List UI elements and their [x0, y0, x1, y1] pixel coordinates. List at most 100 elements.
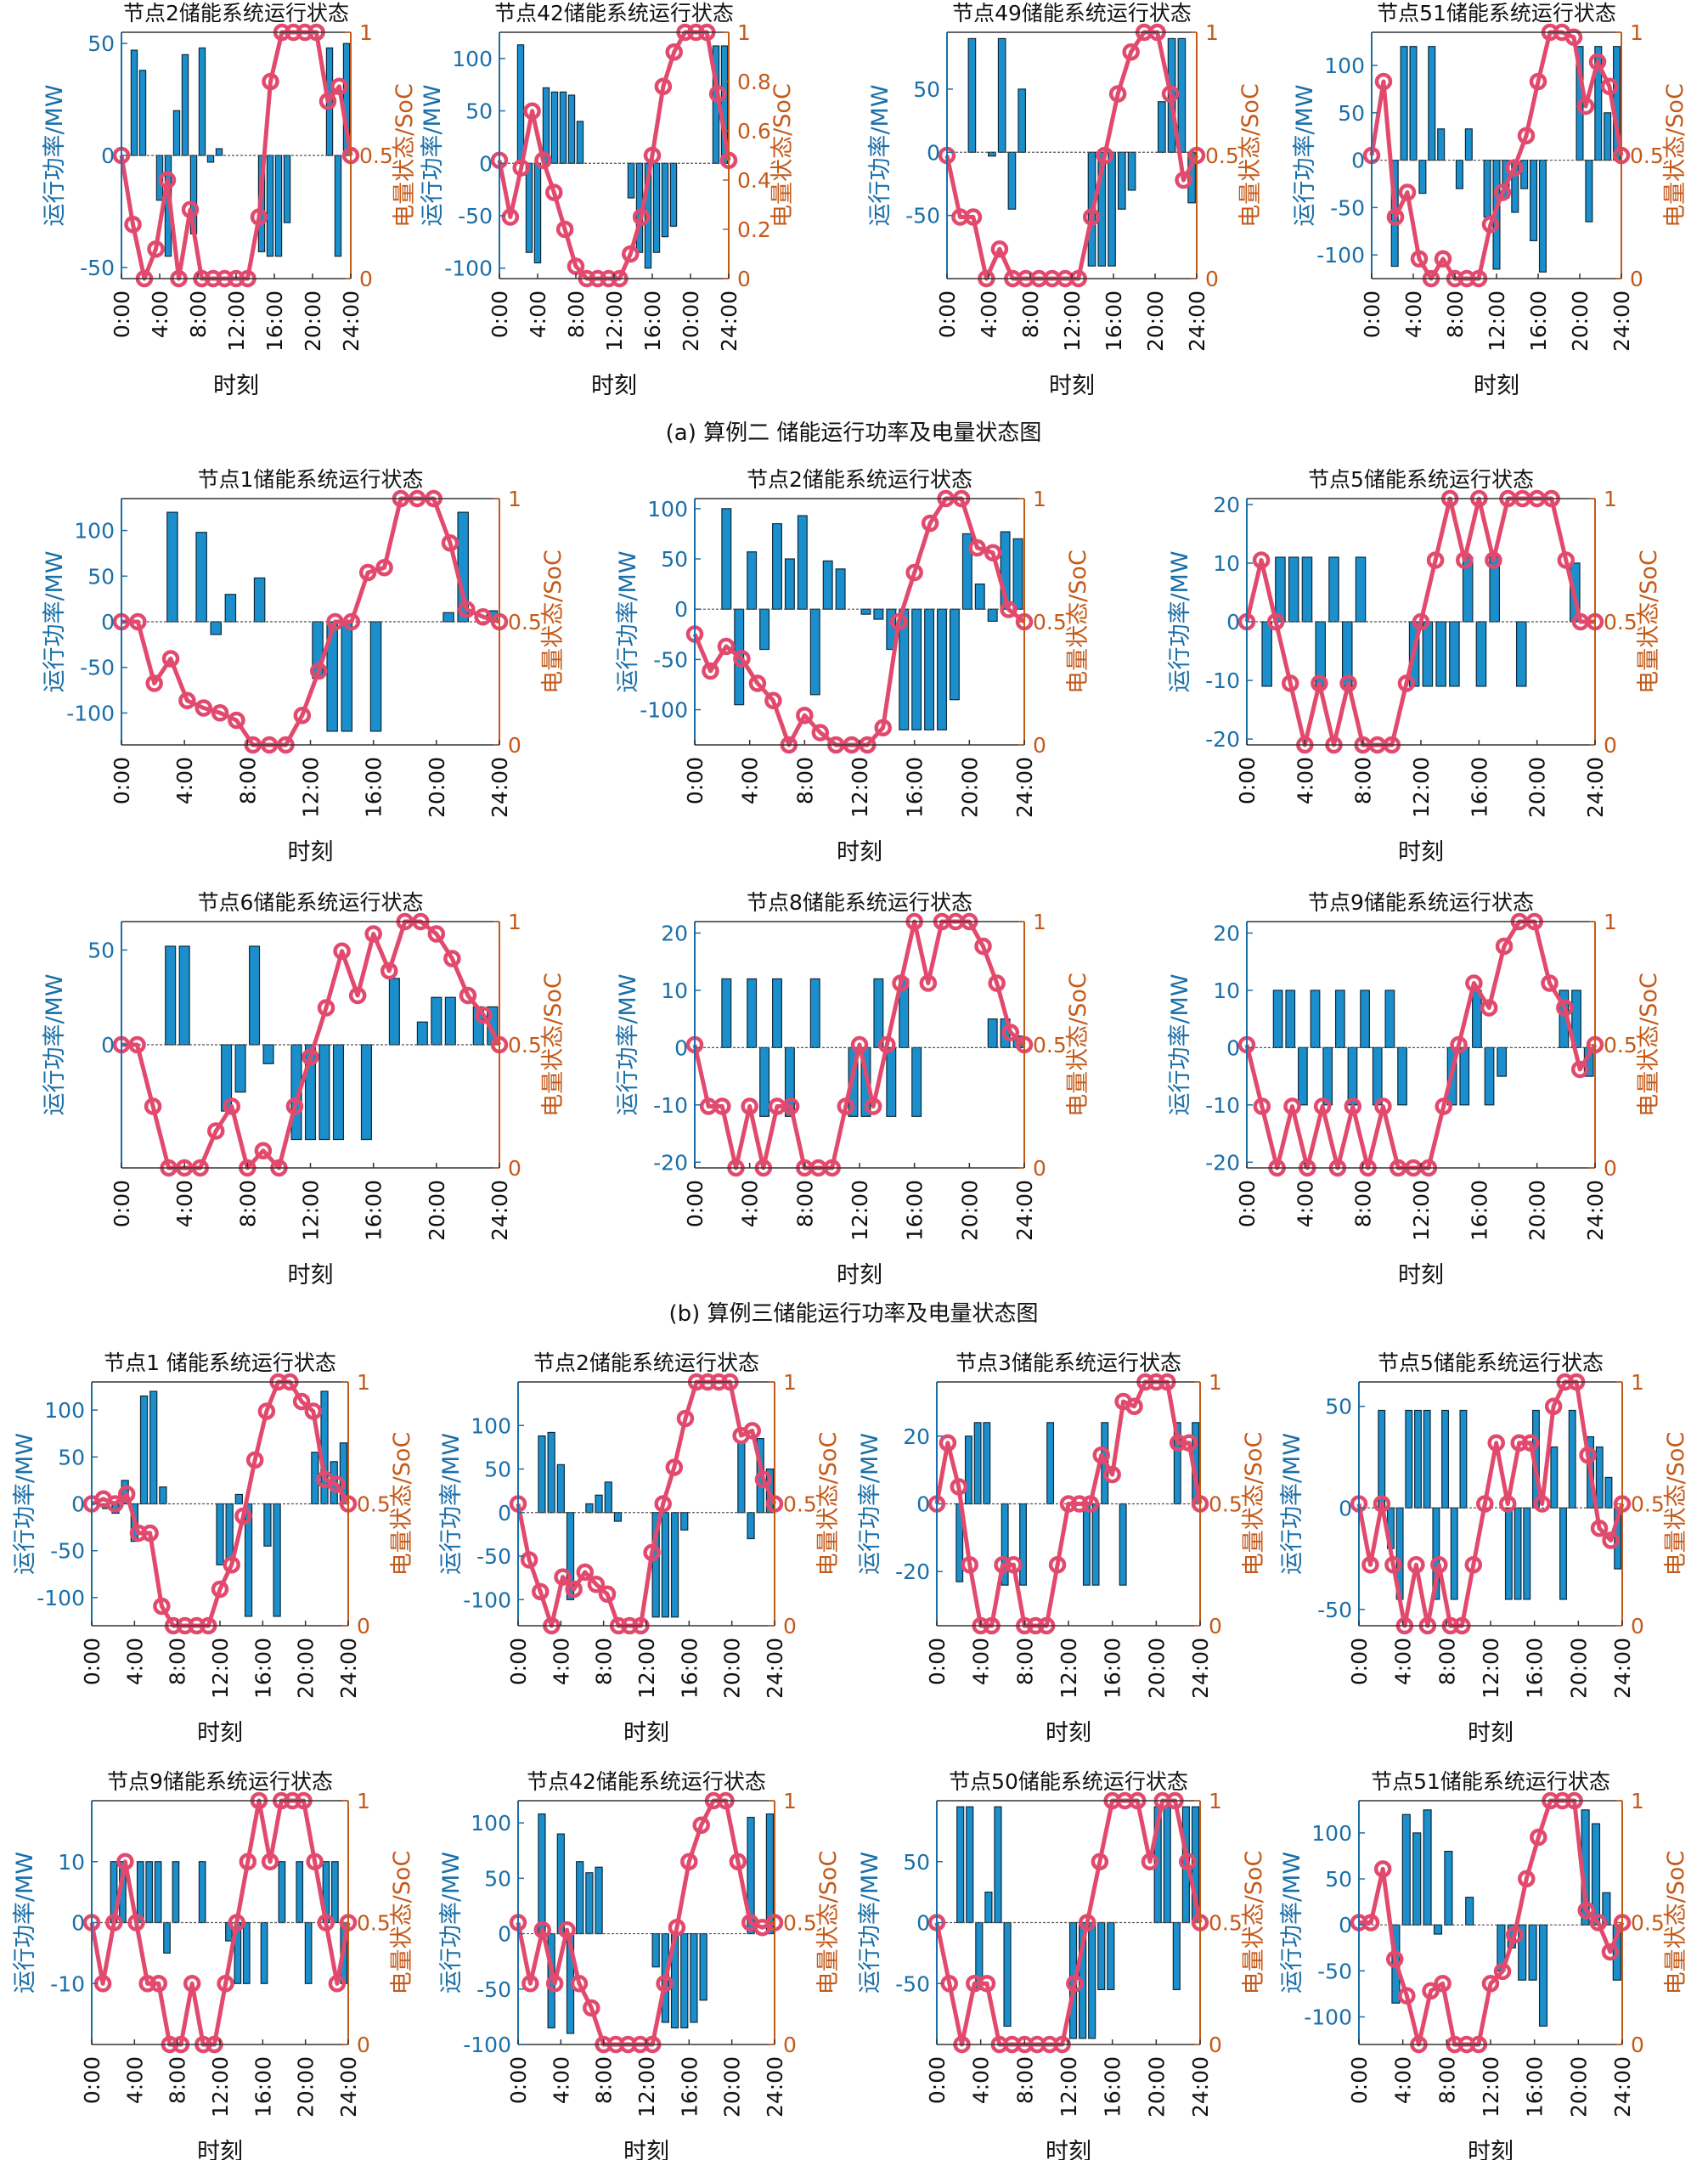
soc-point [988, 974, 1006, 992]
soc-point [1544, 1397, 1563, 1415]
power-bar [1108, 151, 1116, 267]
y-axis-label-right: 电量状态/SoC [769, 83, 796, 228]
right-tick-label: 0 [1205, 267, 1219, 291]
soc-point [554, 1568, 572, 1586]
soc-point [302, 1048, 319, 1066]
soc-point [1059, 1495, 1078, 1513]
soc-point [1374, 72, 1393, 91]
soc-point [161, 650, 180, 668]
soc-point [211, 1580, 229, 1599]
power-bar [260, 1921, 268, 1984]
x-tick-label: 16:00 [1523, 2056, 1547, 2118]
power-bar [1418, 159, 1427, 195]
power-bar [1298, 1046, 1308, 1106]
left-tick-label: -10 [1205, 668, 1240, 693]
soc-point [427, 925, 446, 943]
x-tick-label: 4:00 [1401, 290, 1426, 338]
x-tick-label: 20:00 [425, 757, 449, 818]
right-tick-label: 0.5 [1631, 1911, 1665, 1936]
soc-point [254, 1142, 273, 1159]
power-bar [680, 1932, 689, 2029]
x-axis-label: 时刻 [288, 839, 334, 866]
x-tick-label: 4:00 [172, 1180, 197, 1227]
power-bar [318, 1044, 330, 1141]
soc-point [1103, 1465, 1121, 1484]
left-tick-label: 20 [1213, 493, 1240, 517]
power-bar [266, 155, 274, 257]
y-axis-label-right: 电量状态/SoC [1663, 1432, 1689, 1576]
soc-point [245, 1451, 264, 1469]
soc-point [950, 1478, 968, 1496]
power-bar [1261, 621, 1272, 687]
left-tick-label: 0 [498, 1501, 511, 1526]
power-bar [262, 1044, 274, 1064]
x-tick-label: 20:00 [425, 1180, 449, 1241]
left-tick-label: -10 [653, 1093, 688, 1118]
left-tick-label: 0 [674, 1035, 688, 1060]
chart-panel: 节点1储能系统运行状态 -100 -50 0 50 100 0 0.5 1 0:00 4:00 8:0… [42, 467, 567, 866]
power-bar [1450, 1507, 1458, 1600]
x-tick-label: 20:00 [957, 757, 982, 818]
right-tick-label: 0 [1209, 1614, 1222, 1638]
soc-point [741, 1097, 758, 1115]
x-tick-label: 4:00 [1293, 757, 1317, 804]
soc-line [516, 1379, 777, 1628]
soc-point [1435, 1097, 1452, 1115]
soc-point [1434, 250, 1452, 268]
x-tick-label: 16:00 [1467, 1180, 1491, 1241]
right-tick-label: 1 [359, 20, 373, 45]
power-bar [737, 1442, 746, 1514]
y-axis-label-left: 运行功率/MW [857, 1852, 883, 1994]
chart-title: 节点9储能系统运行状态 [1308, 890, 1534, 915]
power-bar [809, 978, 820, 1048]
right-tick-label: 0 [1630, 267, 1643, 291]
soc-point [1422, 1982, 1440, 2000]
power-bar [163, 1921, 171, 1954]
right-tick-label: 0 [1631, 1614, 1644, 1638]
right-tick-label: 1 [783, 1789, 797, 1813]
x-tick-label: 8:00 [592, 2056, 617, 2104]
right-tick-label: 0 [1604, 1156, 1617, 1181]
power-bar [1163, 1806, 1171, 1924]
x-axis-label: 时刻 [1049, 373, 1095, 399]
power-bar [860, 608, 871, 615]
power-bar [983, 1422, 991, 1505]
soc-point [643, 1543, 661, 1562]
right-tick-label: 0 [1033, 733, 1046, 758]
x-tick-label: 16:00 [362, 757, 386, 818]
power-bar [1310, 990, 1321, 1048]
right-tick-label: 0.5 [1209, 1492, 1243, 1517]
soc-point [1510, 1434, 1528, 1452]
soc-point [228, 711, 245, 730]
x-tick-label: 20:00 [1525, 1180, 1550, 1241]
left-tick-label: 50 [1325, 1867, 1352, 1892]
y-axis-label-left: 运行功率/MW [42, 973, 68, 1115]
power-bar [1272, 990, 1283, 1048]
power-bar [1465, 1897, 1474, 1926]
x-tick-label: 20:00 [294, 2056, 318, 2118]
soc-point [1450, 1035, 1468, 1054]
left-tick-label: 10 [661, 978, 688, 1003]
y-axis-label-right: 电量状态/SoC [392, 83, 418, 228]
chart-panel: 节点42储能系统运行状态 -100 -50 0 50 100 0 0.2 0.4 0.6 0.8 1 0… [420, 1, 796, 399]
x-tick-label: 12:00 [634, 2056, 659, 2118]
power-bar [1437, 128, 1446, 161]
power-bar [215, 148, 223, 156]
x-tick-label: 0:00 [80, 2056, 104, 2104]
soc-point [1485, 551, 1502, 569]
x-tick-label: 16:00 [903, 757, 927, 818]
chart-panel: 节点8储能系统运行状态 -20 -10 0 10 20 0 0.5 1 0:00 4:00 8:00 1… [615, 890, 1091, 1289]
left-tick-label: 0 [101, 1033, 115, 1057]
soc-point [796, 706, 814, 725]
power-bar [1334, 990, 1345, 1048]
soc-point [250, 208, 268, 226]
power-bar [538, 1435, 546, 1514]
x-tick-label: 0:00 [925, 1638, 950, 1685]
power-bar [1528, 1924, 1537, 1981]
soc-point [458, 601, 476, 618]
power-bar [1288, 556, 1299, 623]
power-bar [198, 47, 206, 156]
power-bar [1520, 159, 1529, 189]
power-bar [166, 511, 178, 623]
y-axis-label-left: 运行功率/MW [615, 973, 641, 1115]
